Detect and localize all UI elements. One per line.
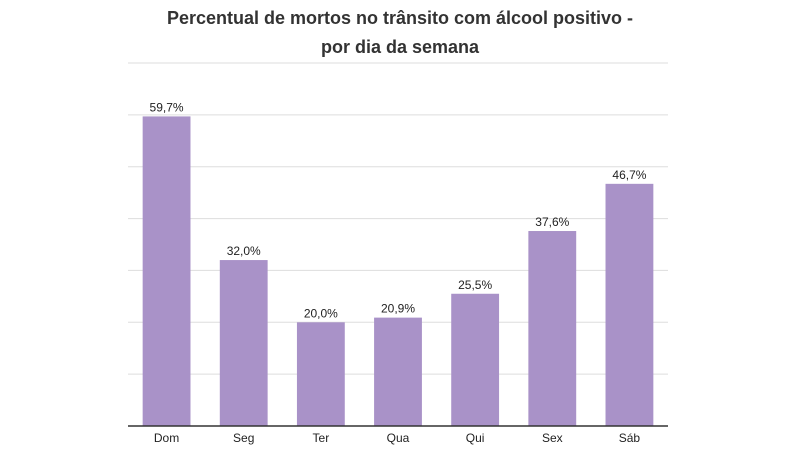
chart-title-line-2: por dia da semana — [320, 37, 480, 57]
value-label: 32,0% — [227, 244, 261, 258]
x-tick-label: Ter — [313, 431, 330, 445]
x-tick-label: Sex — [542, 431, 563, 445]
chart-title: Percentual de mortos no trânsito com álc… — [0, 4, 800, 62]
bar-qua — [374, 317, 422, 426]
value-labels: 59,7% 32,0% 20,0% 20,9% 25,5% 37,6% 46,7% — [150, 100, 647, 320]
x-tick-label: Qui — [466, 431, 485, 445]
bar-sáb — [605, 183, 654, 426]
bar-seg — [219, 260, 268, 426]
value-label: 20,0% — [304, 306, 338, 320]
chart-title-line-1: Percentual de mortos no trânsito com álc… — [166, 8, 634, 28]
value-label: 59,7% — [150, 100, 184, 114]
x-tick-label: Qua — [387, 431, 410, 445]
bar-qui — [451, 293, 500, 426]
x-tick-labels: Dom Seg Ter Qua Qui Sex Sáb — [154, 431, 641, 445]
value-label: 25,5% — [458, 278, 492, 292]
bar-ter — [296, 322, 345, 426]
x-tick-label: Seg — [233, 431, 254, 445]
x-tick-label: Dom — [154, 431, 179, 445]
x-tick-label: Sáb — [619, 431, 641, 445]
value-label: 46,7% — [612, 168, 646, 182]
bars — [142, 116, 654, 427]
gridlines — [128, 62, 668, 375]
bar-sex — [528, 231, 577, 426]
bar-dom — [142, 116, 191, 427]
value-label: 37,6% — [535, 215, 569, 229]
value-label: 20,9% — [381, 302, 415, 316]
